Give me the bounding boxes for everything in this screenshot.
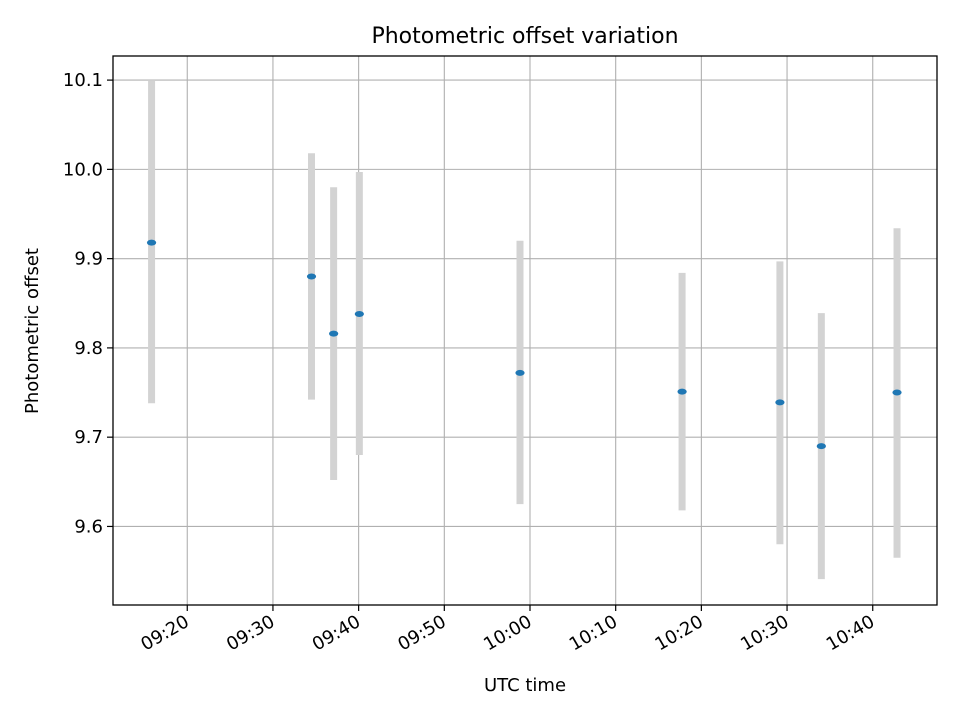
- plot-frame: [112, 55, 938, 606]
- data-point: [677, 388, 687, 395]
- y-tick-label: 9.8: [74, 338, 103, 359]
- data-point: [816, 443, 826, 450]
- data-point: [329, 330, 339, 337]
- y-axis-ticks: 9.6 9.7 9.8 9.9 10.0 10.1: [63, 70, 113, 537]
- y-tick-label: 9.7: [74, 427, 103, 448]
- chart-title: Photometric offset variation: [371, 24, 678, 49]
- data-point: [892, 389, 902, 396]
- data-point: [146, 239, 157, 246]
- data-points: [146, 239, 902, 450]
- data-point: [306, 273, 317, 280]
- data-point: [775, 399, 785, 406]
- data-point: [354, 310, 364, 317]
- y-tick-label: 10.1: [63, 70, 103, 91]
- grid: [113, 56, 937, 605]
- x-axis-label: UTC time: [484, 675, 566, 696]
- data-point: [515, 369, 525, 376]
- y-axis-label: Photometric offset: [22, 248, 43, 414]
- y-tick-label: 9.6: [74, 516, 103, 537]
- y-tick-label: 9.9: [74, 249, 103, 270]
- y-tick-label: 10.0: [63, 159, 103, 180]
